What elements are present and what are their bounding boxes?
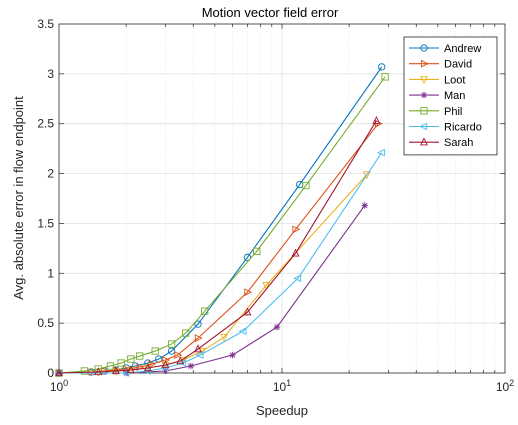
legend-marker-andrew bbox=[420, 44, 428, 52]
y-tick-label: 0.5 bbox=[37, 316, 54, 330]
legend-marker-sarah bbox=[420, 137, 428, 146]
data-point-david bbox=[244, 288, 253, 297]
series-line-david bbox=[58, 123, 379, 374]
legend-item-phil: Phil bbox=[409, 106, 462, 118]
y-axis-label: Avg. absolute error in flow endpoint bbox=[11, 96, 26, 300]
legend-label-sarah: Sarah bbox=[444, 137, 473, 149]
legend-item-loot: Loot bbox=[409, 74, 465, 86]
legend-marker-david bbox=[420, 59, 429, 68]
data-point-sarah bbox=[176, 356, 185, 365]
data-point-phil bbox=[106, 362, 115, 370]
legend-item-sarah: Sarah bbox=[409, 137, 473, 149]
data-point-david bbox=[292, 225, 301, 234]
data-point-loot bbox=[362, 171, 371, 180]
data-point-sarah bbox=[291, 248, 300, 257]
data-point-phil bbox=[117, 359, 125, 367]
data-point-andrew bbox=[194, 320, 202, 328]
data-point-ricardo bbox=[293, 274, 302, 283]
data-point-sarah bbox=[161, 360, 170, 369]
data-point-sarah bbox=[111, 366, 120, 375]
data-point-phil bbox=[201, 307, 209, 315]
y-tick-label: 2 bbox=[47, 167, 54, 181]
x-tick-label: 100 bbox=[50, 378, 68, 394]
series-david bbox=[55, 119, 383, 377]
legend-label-loot: Loot bbox=[444, 74, 465, 86]
data-point-phil bbox=[381, 73, 389, 81]
legend-label-andrew: Andrew bbox=[444, 43, 481, 55]
data-point-andrew bbox=[378, 63, 386, 71]
series-phil bbox=[55, 73, 389, 377]
chart-title: Motion vector field error bbox=[202, 5, 339, 20]
legend-marker-man bbox=[420, 91, 428, 99]
data-point-sarah bbox=[194, 344, 202, 353]
data-point-david bbox=[174, 351, 183, 359]
data-point-sarah bbox=[372, 116, 381, 124]
legend-label-phil: Phil bbox=[444, 106, 462, 118]
data-point-man bbox=[229, 351, 236, 359]
data-point-loot bbox=[262, 282, 271, 290]
data-point-andrew bbox=[243, 253, 252, 261]
data-point-phil bbox=[151, 347, 159, 355]
legend-box bbox=[403, 36, 498, 156]
data-point-andrew bbox=[167, 347, 176, 355]
data-point-david bbox=[194, 334, 203, 343]
data-point-phil bbox=[167, 340, 176, 348]
y-tick-label: 3.5 bbox=[37, 17, 54, 31]
data-point-phil bbox=[253, 247, 261, 255]
y-tick-label: 3 bbox=[47, 67, 54, 81]
x-tick-label: 101 bbox=[273, 378, 291, 394]
data-point-phil bbox=[136, 352, 144, 360]
data-point-man bbox=[273, 323, 281, 331]
legend-item-andrew: Andrew bbox=[409, 43, 481, 55]
legend: Andrew David Loot Man Phil Ricardo Sarah bbox=[403, 36, 498, 156]
y-tick-label: 2.5 bbox=[37, 117, 54, 131]
ticks: 0 0.5 1 1.5 2 2.5 3 3.5 100 101 102 bbox=[37, 17, 514, 394]
legend-label-ricardo: Ricardo bbox=[444, 122, 482, 134]
legend-label-david: David bbox=[444, 59, 472, 71]
data-point-phil bbox=[80, 367, 89, 375]
data-point-sarah bbox=[126, 365, 135, 374]
data-point-phil bbox=[302, 181, 310, 190]
data-point-man bbox=[361, 202, 368, 209]
data-point-andrew bbox=[144, 359, 152, 367]
legend-item-man: Man bbox=[409, 90, 465, 102]
x-tick-label: 102 bbox=[496, 378, 514, 394]
series-line-sarah bbox=[58, 120, 377, 374]
legend-marker-ricardo bbox=[419, 122, 428, 131]
data-point-phil bbox=[182, 329, 190, 337]
data-point-loot bbox=[220, 333, 229, 342]
legend-item-david: David bbox=[409, 59, 472, 71]
legend-label-man: Man bbox=[444, 90, 465, 102]
data-point-sarah bbox=[94, 367, 103, 376]
series-line-phil bbox=[58, 76, 386, 374]
data-point-ricardo bbox=[195, 351, 204, 359]
legend-item-ricardo: Ricardo bbox=[409, 122, 482, 134]
data-point-man bbox=[162, 367, 169, 375]
y-tick-label: 0 bbox=[47, 366, 54, 380]
data-point-sarah bbox=[55, 368, 63, 377]
data-point-ricardo bbox=[377, 148, 385, 157]
data-point-sarah bbox=[243, 307, 252, 316]
legend-marker-phil bbox=[420, 107, 428, 115]
y-tick-label: 1 bbox=[47, 266, 54, 280]
x-axis-label: Speedup bbox=[256, 403, 308, 418]
data-point-david bbox=[148, 360, 157, 368]
legend-marker-loot bbox=[420, 76, 428, 85]
series-group bbox=[54, 63, 389, 378]
data-point-ricardo bbox=[238, 327, 247, 336]
data-point-phil bbox=[127, 355, 135, 363]
data-point-man bbox=[187, 362, 195, 370]
data-point-sarah bbox=[143, 363, 152, 372]
series-sarah bbox=[55, 116, 381, 377]
y-tick-label: 1.5 bbox=[37, 216, 54, 230]
